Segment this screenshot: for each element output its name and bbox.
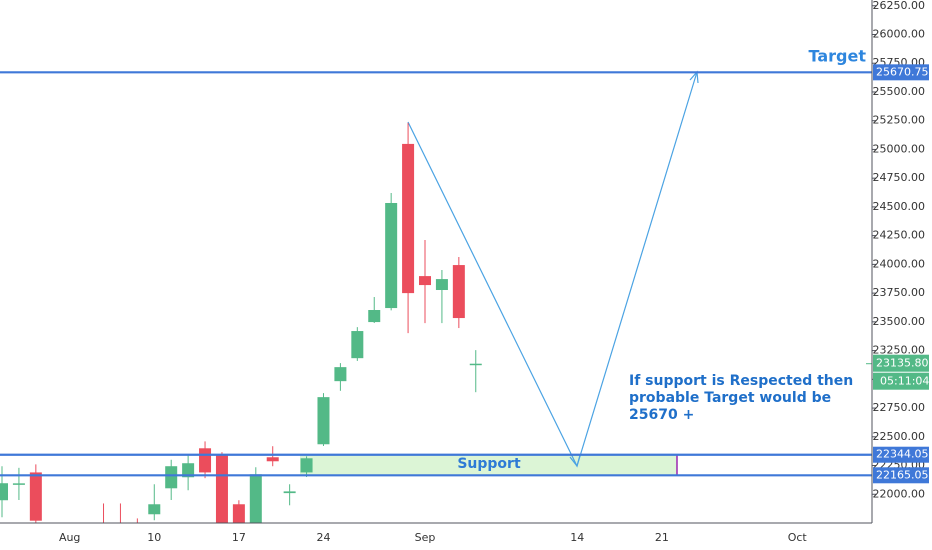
candle-body xyxy=(12,483,25,485)
y-tick-label: 24750.00 xyxy=(873,171,926,184)
note-line: probable Target would be xyxy=(629,390,831,406)
level-tag xyxy=(873,446,929,463)
last-price-label: 23135.80 xyxy=(876,357,929,370)
target-label: Target xyxy=(809,47,867,66)
y-tick-label: 23500.00 xyxy=(873,315,926,328)
countdown-label: 05:11:04 xyxy=(880,375,929,388)
candle-body xyxy=(452,265,465,319)
candle-body xyxy=(385,202,398,309)
level-tag-label: 25670.75 xyxy=(876,65,929,78)
candle-body xyxy=(232,504,245,523)
y-tick-label: 24500.00 xyxy=(873,200,926,213)
support-zone xyxy=(300,454,677,475)
candle-body xyxy=(402,143,415,294)
x-tick-label: 24 xyxy=(316,531,330,544)
candle-body xyxy=(317,397,330,445)
candle-body xyxy=(435,279,448,291)
candle-body xyxy=(351,331,364,359)
y-tick-label: 23750.00 xyxy=(873,286,926,299)
note-line: 25670 + xyxy=(629,407,694,423)
plot-area xyxy=(0,70,872,523)
level-tag xyxy=(873,64,929,81)
candle-body xyxy=(215,455,228,523)
y-tick-label: 25000.00 xyxy=(873,142,926,155)
last-price-tag xyxy=(873,354,929,372)
x-tick-label: 14 xyxy=(570,531,584,544)
support-label: Support xyxy=(457,456,521,472)
y-tick-label: 26000.00 xyxy=(873,27,926,40)
candle-body xyxy=(199,448,212,473)
y-tick-label: 26250.00 xyxy=(873,0,926,12)
candle-body xyxy=(249,474,262,523)
y-tick-label: 22000.00 xyxy=(873,487,926,500)
level-tag-label: 22344.05 xyxy=(876,448,929,461)
candle-body xyxy=(419,276,431,286)
x-tick-label: 17 xyxy=(232,531,246,544)
candle-body xyxy=(0,483,8,501)
candle-body xyxy=(182,463,195,478)
x-tick-label: Sep xyxy=(415,531,436,544)
candle-body xyxy=(266,457,279,462)
countdown-tag xyxy=(873,372,929,390)
candle-body xyxy=(469,363,482,366)
level-tag-label: 22165.05 xyxy=(876,468,929,481)
note-line: If support is Respected then xyxy=(629,373,853,389)
candle-body xyxy=(283,491,296,494)
x-tick-label: 10 xyxy=(147,531,161,544)
y-tick-label: 22750.00 xyxy=(873,401,926,414)
x-tick-label: Oct xyxy=(788,531,808,544)
candle-body xyxy=(148,504,161,515)
candle-body xyxy=(368,310,381,323)
candle-body xyxy=(29,472,42,521)
candle-body xyxy=(300,458,313,473)
y-tick-label: 25500.00 xyxy=(873,85,926,98)
level-tag xyxy=(873,467,929,484)
y-tick-label: 22500.00 xyxy=(873,430,926,443)
y-tick-label: 23250.00 xyxy=(873,344,926,357)
x-tick-label: Aug xyxy=(59,531,80,544)
arrow-head xyxy=(569,454,581,468)
y-tick-label: 25250.00 xyxy=(873,114,926,127)
y-tick-label: 24000.00 xyxy=(873,257,926,270)
candle-body xyxy=(165,466,178,489)
y-tick-label: 24250.00 xyxy=(873,229,926,242)
candle-body xyxy=(334,367,347,382)
price-tags: 25670.75 22344.05 22165.05 23135.80 05:11:04 xyxy=(873,64,929,484)
x-tick-label: 21 xyxy=(655,531,669,544)
